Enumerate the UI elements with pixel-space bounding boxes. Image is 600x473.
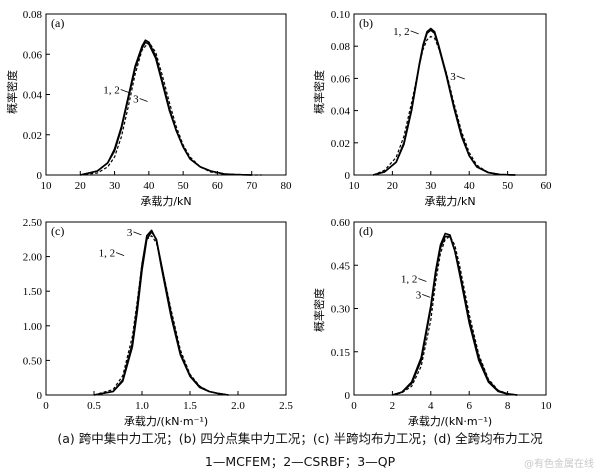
y-tick-label-1-0: 0	[345, 170, 351, 182]
x-tick-label-0-2: 30	[109, 180, 121, 192]
y-axis-title-3: 概率密度	[312, 288, 326, 332]
curve-annotation-1-0: 1, 2	[393, 26, 410, 38]
series-line-3-1	[392, 232, 518, 396]
y-tick-label-3-1: 0.15	[331, 347, 351, 359]
x-tick-label-2-3: 1.5	[183, 400, 197, 412]
panel-label-1: (b)	[359, 16, 373, 30]
figure-caption-line2: 1—MCFEM；2—CSRBF；3—QP	[204, 454, 396, 469]
x-tick-label-3-5: 10	[541, 400, 553, 412]
y-tick-label-3-4: 0.60	[331, 217, 351, 229]
annotation-leader-3-1	[422, 294, 431, 298]
x-tick-label-1-4: 50	[502, 180, 514, 192]
y-axis-title-0: 概率密度	[5, 70, 19, 114]
x-tick-label-2-4: 2.0	[231, 400, 245, 412]
y-tick-label-1-3: 0.06	[331, 73, 351, 85]
series-line-1-2	[372, 35, 516, 176]
annotation-leader-1-0	[410, 30, 419, 35]
y-tick-label-1-2: 0.04	[331, 106, 351, 118]
x-tick-label-0-7: 80	[281, 180, 293, 192]
y-tick-label-2-2: 1.00	[23, 321, 43, 333]
annotation-leader-2-1	[115, 252, 125, 256]
x-tick-label-2-1: 0.5	[87, 400, 101, 412]
x-tick-label-3-2: 4	[428, 400, 434, 412]
y-tick-label-2-1: 0.50	[23, 355, 43, 367]
x-tick-label-1-0: 10	[349, 180, 361, 192]
x-tick-label-0-0: 10	[41, 180, 53, 192]
x-tick-label-2-2: 1.0	[135, 400, 149, 412]
x-tick-label-1-3: 40	[464, 180, 476, 192]
annotation-leader-2-0	[133, 231, 142, 236]
curve-annotation-1-1: 3	[450, 71, 456, 83]
x-tick-label-0-6: 70	[246, 180, 258, 192]
y-tick-label-1-4: 0.08	[331, 41, 351, 53]
x-axis-title-3: 承载力/(kN·m⁻¹)	[408, 415, 492, 428]
curve-annotation-3-0: 1, 2	[401, 274, 418, 286]
x-tick-label-2-5: 2.5	[279, 400, 293, 412]
annotation-leader-1-1	[456, 75, 465, 80]
x-axis-title-1: 承载力/kN	[424, 195, 475, 208]
x-tick-label-0-5: 60	[212, 180, 224, 192]
x-tick-label-3-4: 8	[505, 400, 511, 412]
y-tick-label-0-1: 0.02	[23, 130, 42, 142]
y-tick-label-0-3: 0.06	[23, 49, 43, 61]
y-tick-label-0-4: 0.08	[23, 9, 43, 21]
panel-label-2: (c)	[51, 224, 64, 238]
y-tick-label-3-2: 0.30	[331, 304, 351, 316]
y-tick-label-0-2: 0.04	[23, 90, 43, 102]
panel-label-3: (d)	[359, 224, 373, 238]
y-tick-label-0-0: 0	[37, 170, 43, 182]
y-tick-label-2-4: 2.00	[23, 252, 43, 264]
y-tick-label-3-3: 0.45	[331, 260, 351, 272]
series-line-1-0	[372, 29, 516, 176]
curve-annotation-2-1: 1, 2	[99, 248, 116, 260]
series-line-3-0	[392, 235, 518, 396]
x-tick-label-3-0: 0	[351, 400, 357, 412]
series-line-2-1	[93, 229, 229, 396]
series-line-0-2	[80, 41, 262, 176]
annotation-leader-0-1	[139, 98, 148, 102]
y-axis-title-1: 概率密度	[312, 70, 326, 114]
watermark: @有色金属在线	[524, 459, 594, 470]
series-line-3-2	[392, 235, 518, 396]
curve-annotation-0-0: 1, 2	[103, 84, 120, 96]
x-tick-label-3-3: 6	[466, 400, 472, 412]
x-axis-title-2: 承载力/(kN·m⁻¹)	[124, 415, 208, 428]
annotation-leader-0-0	[120, 89, 129, 93]
y-tick-label-3-0: 0	[345, 390, 351, 402]
x-tick-label-0-1: 20	[75, 180, 87, 192]
x-tick-label-2-0: 0	[43, 400, 49, 412]
annotation-leader-3-0	[418, 278, 427, 282]
y-tick-label-2-0: 0	[37, 390, 43, 402]
curve-annotation-2-0: 3	[127, 227, 133, 239]
y-tick-label-1-5: 0.10	[331, 9, 351, 21]
series-line-1-1	[372, 27, 516, 176]
series-line-0-1	[80, 39, 252, 176]
curve-annotation-3-1: 3	[416, 289, 422, 301]
x-tick-label-0-3: 40	[143, 180, 155, 192]
curve-annotation-0-1: 3	[133, 94, 139, 106]
x-tick-label-0-4: 50	[178, 180, 190, 192]
x-tick-label-1-1: 20	[387, 180, 399, 192]
y-tick-label-2-3: 1.50	[23, 286, 43, 298]
series-line-0-0	[80, 41, 252, 176]
plot-frame-2	[45, 221, 287, 396]
y-tick-label-1-1: 0.02	[331, 138, 350, 150]
panel-label-0: (a)	[51, 16, 64, 30]
plot-frame-1	[353, 13, 547, 176]
x-tick-label-1-2: 30	[425, 180, 437, 192]
x-axis-title-0: 承载力/kN	[140, 195, 191, 208]
y-tick-label-2-5: 2.50	[23, 217, 43, 229]
x-tick-label-1-5: 60	[541, 180, 553, 192]
x-tick-label-3-1: 2	[390, 400, 396, 412]
plot-frame-3	[353, 221, 547, 396]
figure-caption-line1: (a) 跨中集中力工况；(b) 四分点集中力工况；(c) 半跨均布力工况；(d)…	[57, 431, 543, 446]
